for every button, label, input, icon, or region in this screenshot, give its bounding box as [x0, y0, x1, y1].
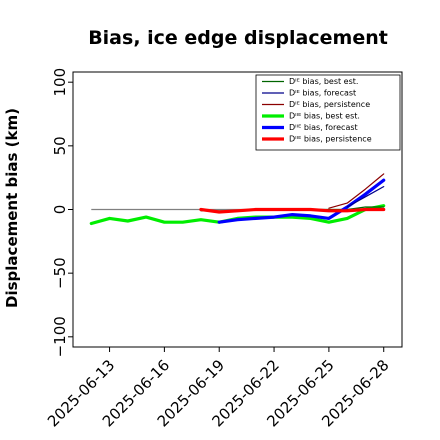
y-axis-label: Displacement bias (km): [3, 108, 21, 308]
y-tick-label: −100: [51, 316, 69, 357]
legend-entry: Dᴵᴵᴱ bias, persistence: [289, 135, 372, 144]
y-tick-label: 0: [51, 205, 69, 215]
y-tick-label: −50: [51, 257, 69, 289]
series-line: [346, 186, 385, 208]
y-tick-label: 100: [51, 68, 69, 97]
legend-entry: Dᴵᴱ bias, best est.: [289, 77, 358, 86]
legend-entry: Dᴵᴵᴱ bias, forecast: [289, 123, 358, 132]
series-line: [217, 178, 386, 224]
legend-entry: Dᴵᴱ bias, persistence: [289, 100, 370, 109]
series-line: [328, 173, 385, 209]
legend-entry: Dᴵᴵᴱ bias, best est.: [289, 112, 360, 121]
y-tick-label: 50: [51, 136, 69, 155]
chart-title: Bias, ice edge displacement: [88, 27, 388, 49]
series-line: [199, 207, 386, 214]
legend-entry: Dᴵᴱ bias, forecast: [289, 89, 356, 98]
